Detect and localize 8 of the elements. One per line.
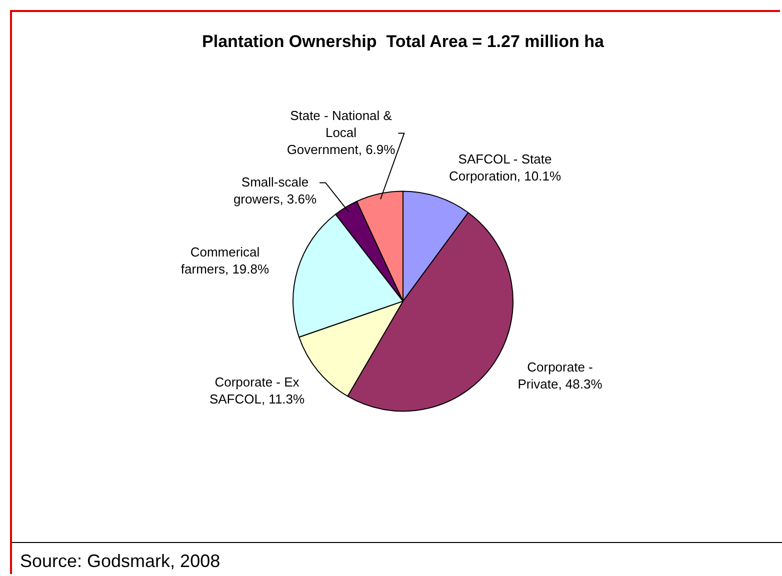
chart-title: Plantation Ownership Total Area = 1.27 million ha [202,32,605,51]
slice-label: SAFCOL - State Corporation, 10.1% [448,151,562,184]
source-note: Source: Godsmark, 2008 [20,551,220,572]
slice-label: Corporate - Private, 48.3% [518,359,603,392]
slice-label: State - National & Local Government, 6.9% [286,108,396,157]
slice-label: Commerical farmers, 19.8% [180,244,270,276]
slice-label: Corporate - Ex SAFCOL, 11.3% [209,374,306,406]
slice-label: Small-scale growers, 3.6% [233,174,317,206]
